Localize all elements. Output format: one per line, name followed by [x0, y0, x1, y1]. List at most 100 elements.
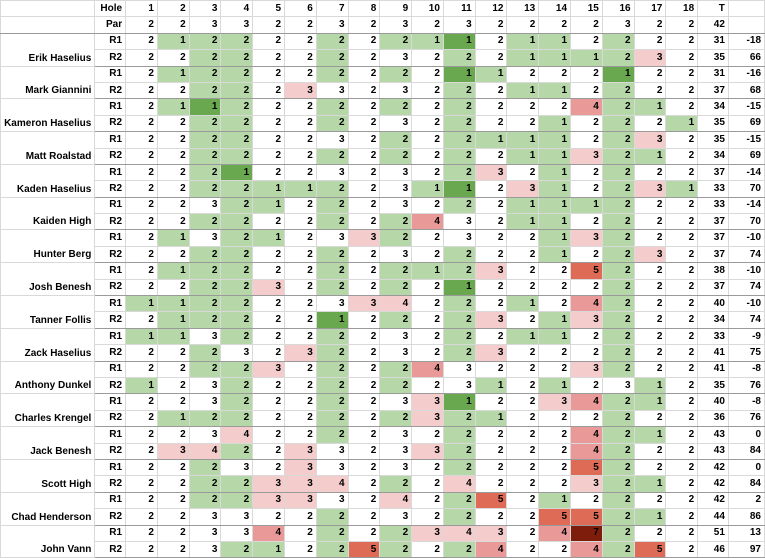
- hole-score: 2: [633, 442, 667, 460]
- round-diff: -10: [727, 295, 765, 313]
- round-diff: 70: [727, 180, 765, 198]
- hole-par: 2: [411, 16, 444, 34]
- hole-score: 2: [125, 147, 158, 165]
- hole-score: 1: [315, 311, 349, 329]
- hole-score: 1: [506, 131, 540, 149]
- player-round-row: R2 2 2 2 2 2 2 2 2 3 2 2 2 2 1 2 2 3 2 37 74: [1, 245, 765, 264]
- hole-score: 2: [252, 458, 285, 477]
- hole-score: 2: [125, 32, 158, 51]
- hole-score: 2: [125, 540, 158, 558]
- round-total: 33: [697, 327, 729, 346]
- hole-score: 1: [665, 114, 699, 133]
- round-label: R1: [94, 32, 127, 51]
- hole-score: 2: [284, 393, 317, 411]
- hole-score: 1: [156, 32, 190, 51]
- hole-score: 2: [474, 98, 508, 116]
- round-total: 37: [697, 81, 729, 100]
- hole-score: 1: [474, 409, 508, 428]
- hole-score: 2: [506, 376, 540, 395]
- round-diff: -18: [727, 32, 765, 51]
- round-total: 37: [697, 213, 729, 231]
- hole-score: 2: [570, 327, 603, 346]
- hole-score: 2: [633, 81, 667, 100]
- hole-score: 2: [506, 475, 540, 493]
- hole-score: 2: [156, 508, 190, 526]
- hole-score: 2: [474, 393, 508, 411]
- round-label: R2: [94, 311, 127, 329]
- round-diff: -14: [727, 196, 765, 215]
- hole-score: 2: [156, 376, 190, 395]
- hole-score: 3: [188, 393, 222, 411]
- hole-score: 5: [570, 262, 603, 280]
- hole-score: 2: [188, 295, 222, 313]
- round-total: 33: [697, 196, 729, 215]
- hole-score: 3: [538, 393, 572, 411]
- hole-par: 3: [220, 16, 254, 34]
- hole-score: 2: [474, 475, 508, 493]
- hole-score: 2: [474, 32, 508, 51]
- player-round-row: Kaden Haselius R1 2 2 2 1 2 2 3 2 3 2 2 3 2 1 2 2 2 2 37 -14: [0, 163, 765, 198]
- hole-score: 2: [125, 278, 158, 297]
- player-name: Charles Krengel: [0, 393, 96, 428]
- hole-score: 3: [474, 262, 508, 280]
- hole-score: 3: [188, 508, 222, 526]
- hole-score: 2: [633, 262, 667, 280]
- hole-score: 2: [633, 344, 667, 362]
- round-total: 35: [697, 114, 729, 133]
- hole-score: 2: [156, 245, 190, 264]
- hole-score: 2: [570, 180, 603, 198]
- hole-score: 2: [125, 65, 158, 83]
- diff-header: [727, 0, 765, 18]
- hole-score: 2: [347, 508, 381, 526]
- hole-score: 2: [665, 245, 699, 264]
- hole-score: 3: [379, 49, 413, 67]
- round-total: 43: [697, 442, 729, 460]
- round-total: 42: [697, 475, 729, 493]
- hole-score: 2: [601, 147, 635, 165]
- hole-score: 3: [188, 376, 222, 395]
- hole-par: 2: [252, 16, 285, 34]
- hole-score: 2: [601, 524, 635, 542]
- hole-score: 2: [633, 196, 667, 215]
- hole-score: 2: [506, 98, 540, 116]
- player-name: Mark Giannini: [0, 65, 96, 100]
- hole-score: 2: [665, 393, 699, 411]
- hole-score: 2: [220, 229, 254, 247]
- hole-score: 3: [474, 344, 508, 362]
- hole-par: 3: [315, 16, 349, 34]
- hole-score: 2: [252, 508, 285, 526]
- hole-score: 3: [220, 458, 254, 477]
- hole-score: 2: [156, 180, 190, 198]
- round-label: R1: [94, 65, 127, 83]
- hole-score: 2: [506, 360, 540, 378]
- player-round-row: R2 2 2 2 2 2 2 2 2 3 2 2 2 2 1 2 2 2 1 35 69: [1, 114, 765, 133]
- hole-score: 2: [601, 245, 635, 264]
- hole-score: 2: [220, 262, 254, 280]
- hole-score: 2: [347, 491, 381, 510]
- hole-score: 2: [220, 98, 254, 116]
- hole-score: 3: [379, 327, 413, 346]
- hole-score: 4: [188, 442, 222, 460]
- hole-score: 3: [315, 491, 349, 510]
- hole-score: 1: [538, 229, 572, 247]
- hole-score: 1: [156, 311, 190, 329]
- hole-score: 1: [665, 180, 699, 198]
- hole-score: 2: [252, 295, 285, 313]
- hole-score: 3: [379, 163, 413, 182]
- hole-score: 2: [220, 131, 254, 149]
- hole-score: 1: [633, 508, 667, 526]
- hole-number: 6: [284, 0, 317, 18]
- player-name: Scott High: [0, 458, 96, 493]
- hole-score: 1: [442, 65, 476, 83]
- hole-score: 2: [188, 147, 222, 165]
- hole-score: 2: [125, 360, 158, 378]
- round-total: 38: [697, 262, 729, 280]
- hole-score: 4: [570, 442, 603, 460]
- hole-score: 2: [252, 426, 285, 444]
- round-label: R2: [94, 409, 127, 428]
- hole-number: 4: [220, 0, 254, 18]
- hole-score: 2: [601, 278, 635, 297]
- hole-score: 2: [347, 360, 381, 378]
- hole-score: 2: [188, 49, 222, 67]
- hole-score: 2: [411, 245, 444, 264]
